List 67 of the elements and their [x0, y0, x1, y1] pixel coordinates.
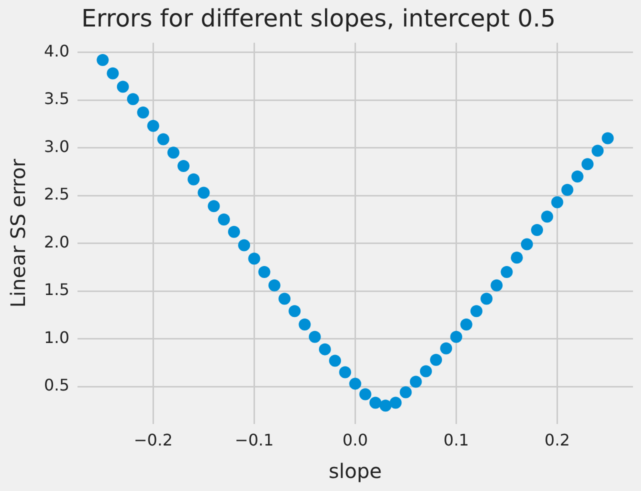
point: [147, 120, 160, 132]
y-tick-label: 4.0: [44, 42, 70, 61]
point: [188, 173, 200, 186]
point: [137, 106, 150, 119]
point: [208, 200, 220, 212]
point: [268, 279, 280, 292]
point: [510, 252, 523, 264]
point: [218, 213, 230, 226]
point: [116, 80, 129, 93]
point: [288, 305, 301, 318]
point: [106, 67, 119, 80]
point: [339, 366, 352, 378]
point: [582, 158, 594, 170]
point: [592, 144, 604, 157]
y-axis-title: Linear SS error: [6, 158, 30, 308]
point: [400, 386, 412, 398]
point: [531, 224, 544, 236]
point: [561, 184, 574, 196]
x-tick-label: −0.1: [234, 430, 274, 450]
point: [248, 252, 260, 265]
point: [359, 388, 372, 400]
point: [349, 378, 362, 390]
x-tick-label: 0.1: [444, 430, 469, 450]
y-tick-label: 1.0: [44, 328, 70, 347]
point: [450, 330, 462, 343]
point: [167, 146, 180, 159]
point: [157, 133, 170, 146]
point: [410, 376, 422, 388]
x-tick-label: 0.2: [544, 430, 570, 450]
y-tick-label: 3.0: [44, 136, 70, 156]
point: [238, 239, 250, 252]
point: [551, 196, 564, 208]
point: [520, 238, 533, 250]
y-tick-label: 2.5: [44, 184, 70, 204]
point: [420, 365, 432, 378]
point: [329, 354, 342, 367]
y-tick-label: 0.5: [44, 376, 70, 395]
point: [298, 318, 311, 330]
point: [500, 266, 513, 278]
point: [571, 170, 584, 182]
point: [278, 292, 291, 305]
point: [490, 279, 503, 292]
x-axis-title: slope: [328, 459, 382, 484]
point: [228, 226, 240, 238]
point: [308, 330, 321, 343]
y-tick-label: 2.0: [44, 232, 70, 252]
point: [96, 54, 109, 66]
point: [198, 186, 210, 199]
point: [470, 305, 482, 318]
point: [460, 318, 472, 330]
chart-title: Errors for different slopes, intercept 0.5: [81, 4, 556, 33]
point: [602, 132, 614, 144]
point: [390, 396, 402, 409]
point: [178, 160, 190, 172]
x-tick-label: −0.2: [134, 430, 173, 450]
point: [258, 266, 270, 278]
x-tick-label: 0.0: [342, 430, 368, 450]
point: [127, 93, 139, 106]
point: [380, 400, 392, 412]
y-tick-label: 1.5: [44, 280, 70, 300]
point: [318, 343, 331, 356]
point: [541, 210, 554, 223]
point: [369, 396, 382, 409]
point: [440, 342, 452, 354]
point: [480, 292, 493, 305]
y-tick-label: 3.5: [44, 89, 70, 108]
point: [430, 354, 442, 366]
